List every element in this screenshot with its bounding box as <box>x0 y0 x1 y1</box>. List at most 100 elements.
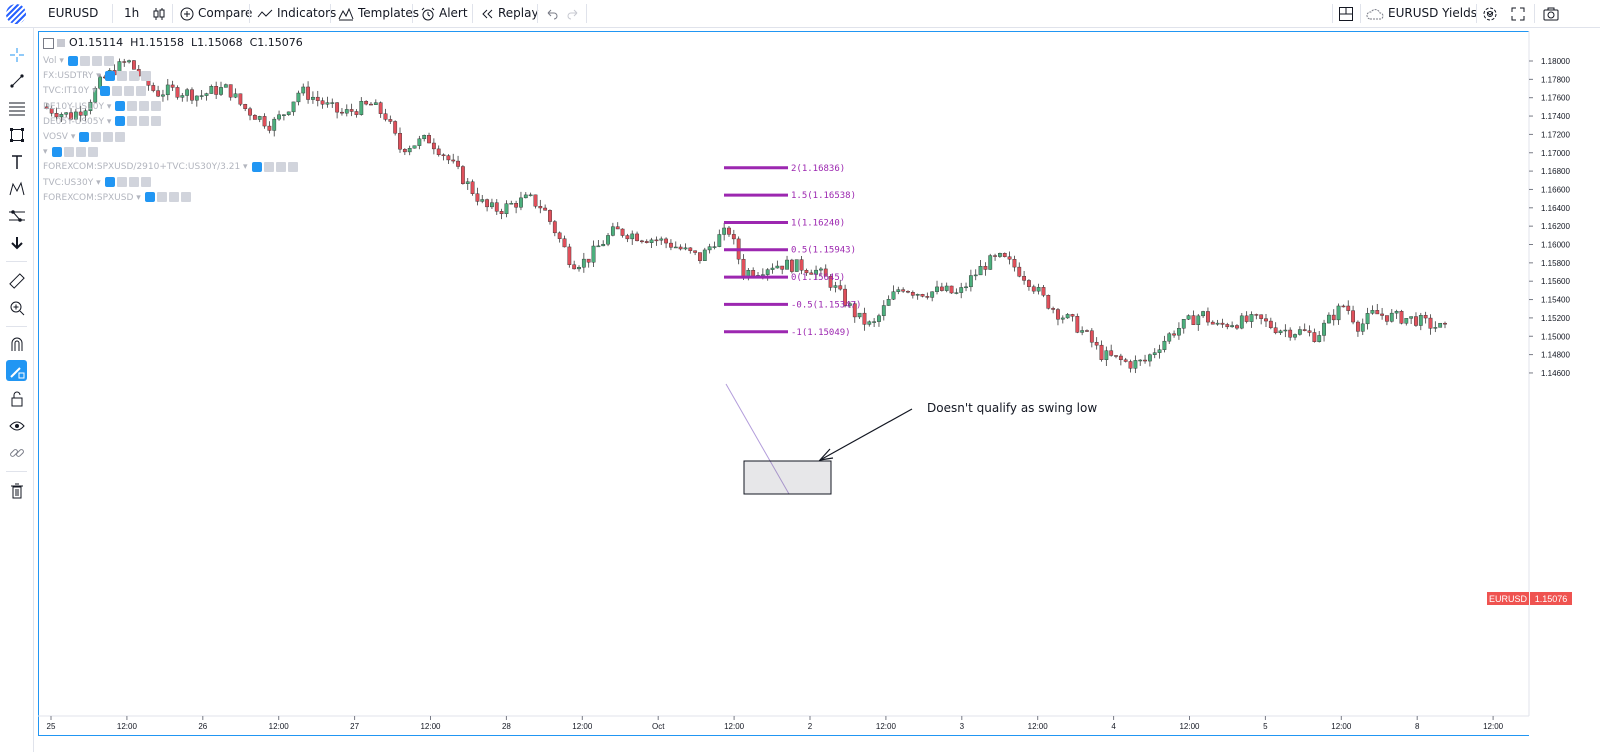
eye-icon[interactable] <box>115 101 126 112</box>
settings-icon[interactable] <box>116 70 127 81</box>
pattern-tool[interactable] <box>6 178 27 199</box>
chart-type-button[interactable] <box>152 0 170 27</box>
chevron-down-icon[interactable]: ▾ <box>104 116 112 127</box>
indicator-row[interactable]: VOSV ▾ <box>43 131 126 143</box>
prediction-tool[interactable] <box>6 205 27 226</box>
chevron-down-icon[interactable]: ▾ <box>67 132 76 142</box>
plus-icon[interactable] <box>124 85 135 96</box>
remove-drawings-tool[interactable] <box>6 480 27 501</box>
close-icon[interactable] <box>115 131 126 142</box>
time-axis[interactable]: 25 12:00 26 12:00 27 12:00 28 12:00 Oct 12:00 2 12:… <box>47 716 1504 731</box>
logo-icon[interactable] <box>6 4 26 24</box>
settings-icon[interactable] <box>63 146 74 157</box>
close-icon[interactable] <box>87 146 98 157</box>
eye-icon[interactable] <box>100 85 111 96</box>
chevron-down-icon[interactable]: ▾ <box>93 71 101 82</box>
indicator-row[interactable]: DE05Y-US05Y ▾ <box>43 116 162 128</box>
settings-icon[interactable] <box>127 116 138 127</box>
settings-icon[interactable] <box>263 161 274 172</box>
lock-drawings-tool[interactable] <box>6 388 27 409</box>
close-icon[interactable] <box>140 70 151 81</box>
eye-icon[interactable] <box>67 55 78 66</box>
settings-button[interactable] <box>1482 0 1498 27</box>
plus-icon[interactable] <box>103 131 114 142</box>
alert-button[interactable]: Alert <box>421 0 468 27</box>
indicator-row[interactable]: DE10Y-US10Y ▾ <box>43 101 162 113</box>
close-icon[interactable] <box>140 177 151 188</box>
eye-icon[interactable] <box>251 161 262 172</box>
annotation-text[interactable]: Doesn't qualify as swing low <box>927 401 1098 415</box>
hide-drawings-tool[interactable] <box>6 415 27 436</box>
chevron-down-icon[interactable]: ▾ <box>89 86 97 97</box>
plus-icon[interactable] <box>275 161 286 172</box>
close-icon[interactable] <box>151 116 162 127</box>
redo-button[interactable] <box>566 0 580 27</box>
eye-icon[interactable] <box>104 70 115 81</box>
eye-icon[interactable] <box>104 177 115 188</box>
collapse-icon[interactable] <box>43 37 54 49</box>
replay-button[interactable]: Replay <box>480 0 539 27</box>
compare-button[interactable]: Compare <box>180 0 252 27</box>
chevron-down-icon[interactable]: ▾ <box>133 192 141 203</box>
eye-icon[interactable] <box>144 192 155 203</box>
fibonacci-extension[interactable]: 2(1.16836) 1.5(1.16538) 1(1.16240) 0.5(1.15… <box>724 164 861 338</box>
measure-tool[interactable] <box>6 270 27 291</box>
indicator-row[interactable]: FOREXCOM:SPXUSD ▾ <box>43 192 191 204</box>
layout-select-button[interactable] <box>1338 0 1354 27</box>
indicator-row[interactable]: Vol ▾ <box>43 55 114 67</box>
settings-icon[interactable] <box>112 85 123 96</box>
plus-icon[interactable] <box>91 55 102 66</box>
chevron-down-icon[interactable]: ▾ <box>240 162 248 173</box>
plus-icon[interactable] <box>128 177 139 188</box>
trend-line-tool[interactable] <box>6 70 27 91</box>
plus-icon[interactable] <box>139 116 150 127</box>
symbol-search-button[interactable]: EURUSD <box>48 6 99 20</box>
indicator-row[interactable]: TVC:US30Y ▾ <box>43 177 151 189</box>
settings-icon[interactable] <box>116 177 127 188</box>
chevron-down-icon[interactable]: ▾ <box>56 56 64 66</box>
indicator-row[interactable]: ▾ <box>43 146 98 158</box>
consolidation-rectangle[interactable] <box>743 460 832 495</box>
indicator-row[interactable]: FX:USDTRY ▾ <box>43 70 151 82</box>
eye-icon[interactable] <box>115 116 126 127</box>
eye-icon[interactable] <box>79 131 90 142</box>
link-tool[interactable] <box>6 442 27 463</box>
undo-button[interactable] <box>545 0 559 27</box>
settings-icon[interactable] <box>79 55 90 66</box>
settings-icon[interactable] <box>127 101 138 112</box>
plus-icon[interactable] <box>128 70 139 81</box>
plus-icon[interactable] <box>168 192 179 203</box>
fib-tool[interactable] <box>6 97 27 118</box>
close-icon[interactable] <box>136 85 147 96</box>
chevron-down-icon[interactable]: ▾ <box>104 101 112 112</box>
snapshot-button[interactable] <box>1543 0 1559 27</box>
text-tool[interactable] <box>6 151 27 172</box>
indicators-button[interactable]: Indicators <box>257 0 336 27</box>
annotation-arrow[interactable] <box>821 408 913 460</box>
plus-icon[interactable] <box>75 146 86 157</box>
indicator-row[interactable]: TVC:IT10Y ▾ <box>43 85 147 97</box>
close-icon[interactable] <box>103 55 114 66</box>
more-tools-button[interactable] <box>6 232 27 253</box>
stay-in-drawing-mode-tool[interactable] <box>6 360 27 381</box>
close-icon[interactable] <box>151 101 162 112</box>
magnet-tool[interactable] <box>6 333 27 354</box>
close-icon[interactable] <box>287 161 298 172</box>
plus-icon[interactable] <box>139 101 150 112</box>
price-axis[interactable]: 1.18000 1.17800 1.17600 1.17400 1.17200 1.170… <box>1529 57 1570 378</box>
chevron-down-icon[interactable]: ▾ <box>43 147 48 158</box>
templates-button[interactable]: Templates <box>338 0 419 27</box>
rectangle-tool[interactable] <box>6 124 27 145</box>
zoom-tool[interactable] <box>6 297 27 318</box>
chart-pane[interactable] <box>38 31 1529 736</box>
crosshair-tool[interactable] <box>6 44 27 65</box>
settings-icon[interactable] <box>156 192 167 203</box>
indicator-row[interactable]: FOREXCOM:SPXUSD/2910+TVC:US30Y/3.21 ▾ <box>43 161 298 173</box>
eye-icon[interactable] <box>51 146 62 157</box>
settings-icon[interactable] <box>91 131 102 142</box>
fullscreen-button[interactable] <box>1511 0 1525 27</box>
close-icon[interactable] <box>180 192 191 203</box>
chevron-down-icon[interactable]: ▾ <box>93 177 101 188</box>
interval-button[interactable]: 1h <box>124 6 140 20</box>
